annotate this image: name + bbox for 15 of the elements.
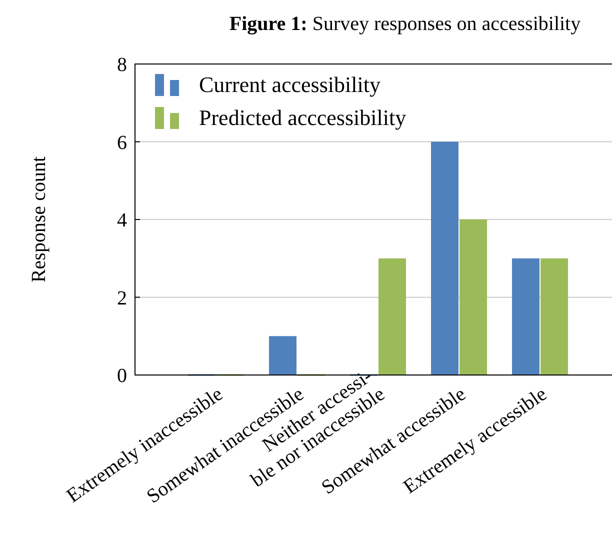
y-tick-label: 8 [117, 54, 127, 76]
bar [269, 336, 296, 375]
bar [460, 220, 487, 375]
y-axis-title: Response count [28, 156, 50, 283]
y-tick-label: 2 [117, 287, 127, 310]
y-tick-label: 0 [117, 365, 127, 387]
bar [540, 258, 568, 375]
y-tick-label: 6 [117, 132, 127, 154]
y-tick-label: 4 [117, 210, 127, 232]
legend-label: Current accessibility [199, 72, 380, 97]
bar [431, 142, 458, 375]
bar [512, 258, 540, 375]
bar [378, 258, 406, 375]
legend-label: Predicted acccessibility [199, 105, 406, 130]
chart-title: Figure 1: Survey responses on accessibility [229, 13, 581, 35]
